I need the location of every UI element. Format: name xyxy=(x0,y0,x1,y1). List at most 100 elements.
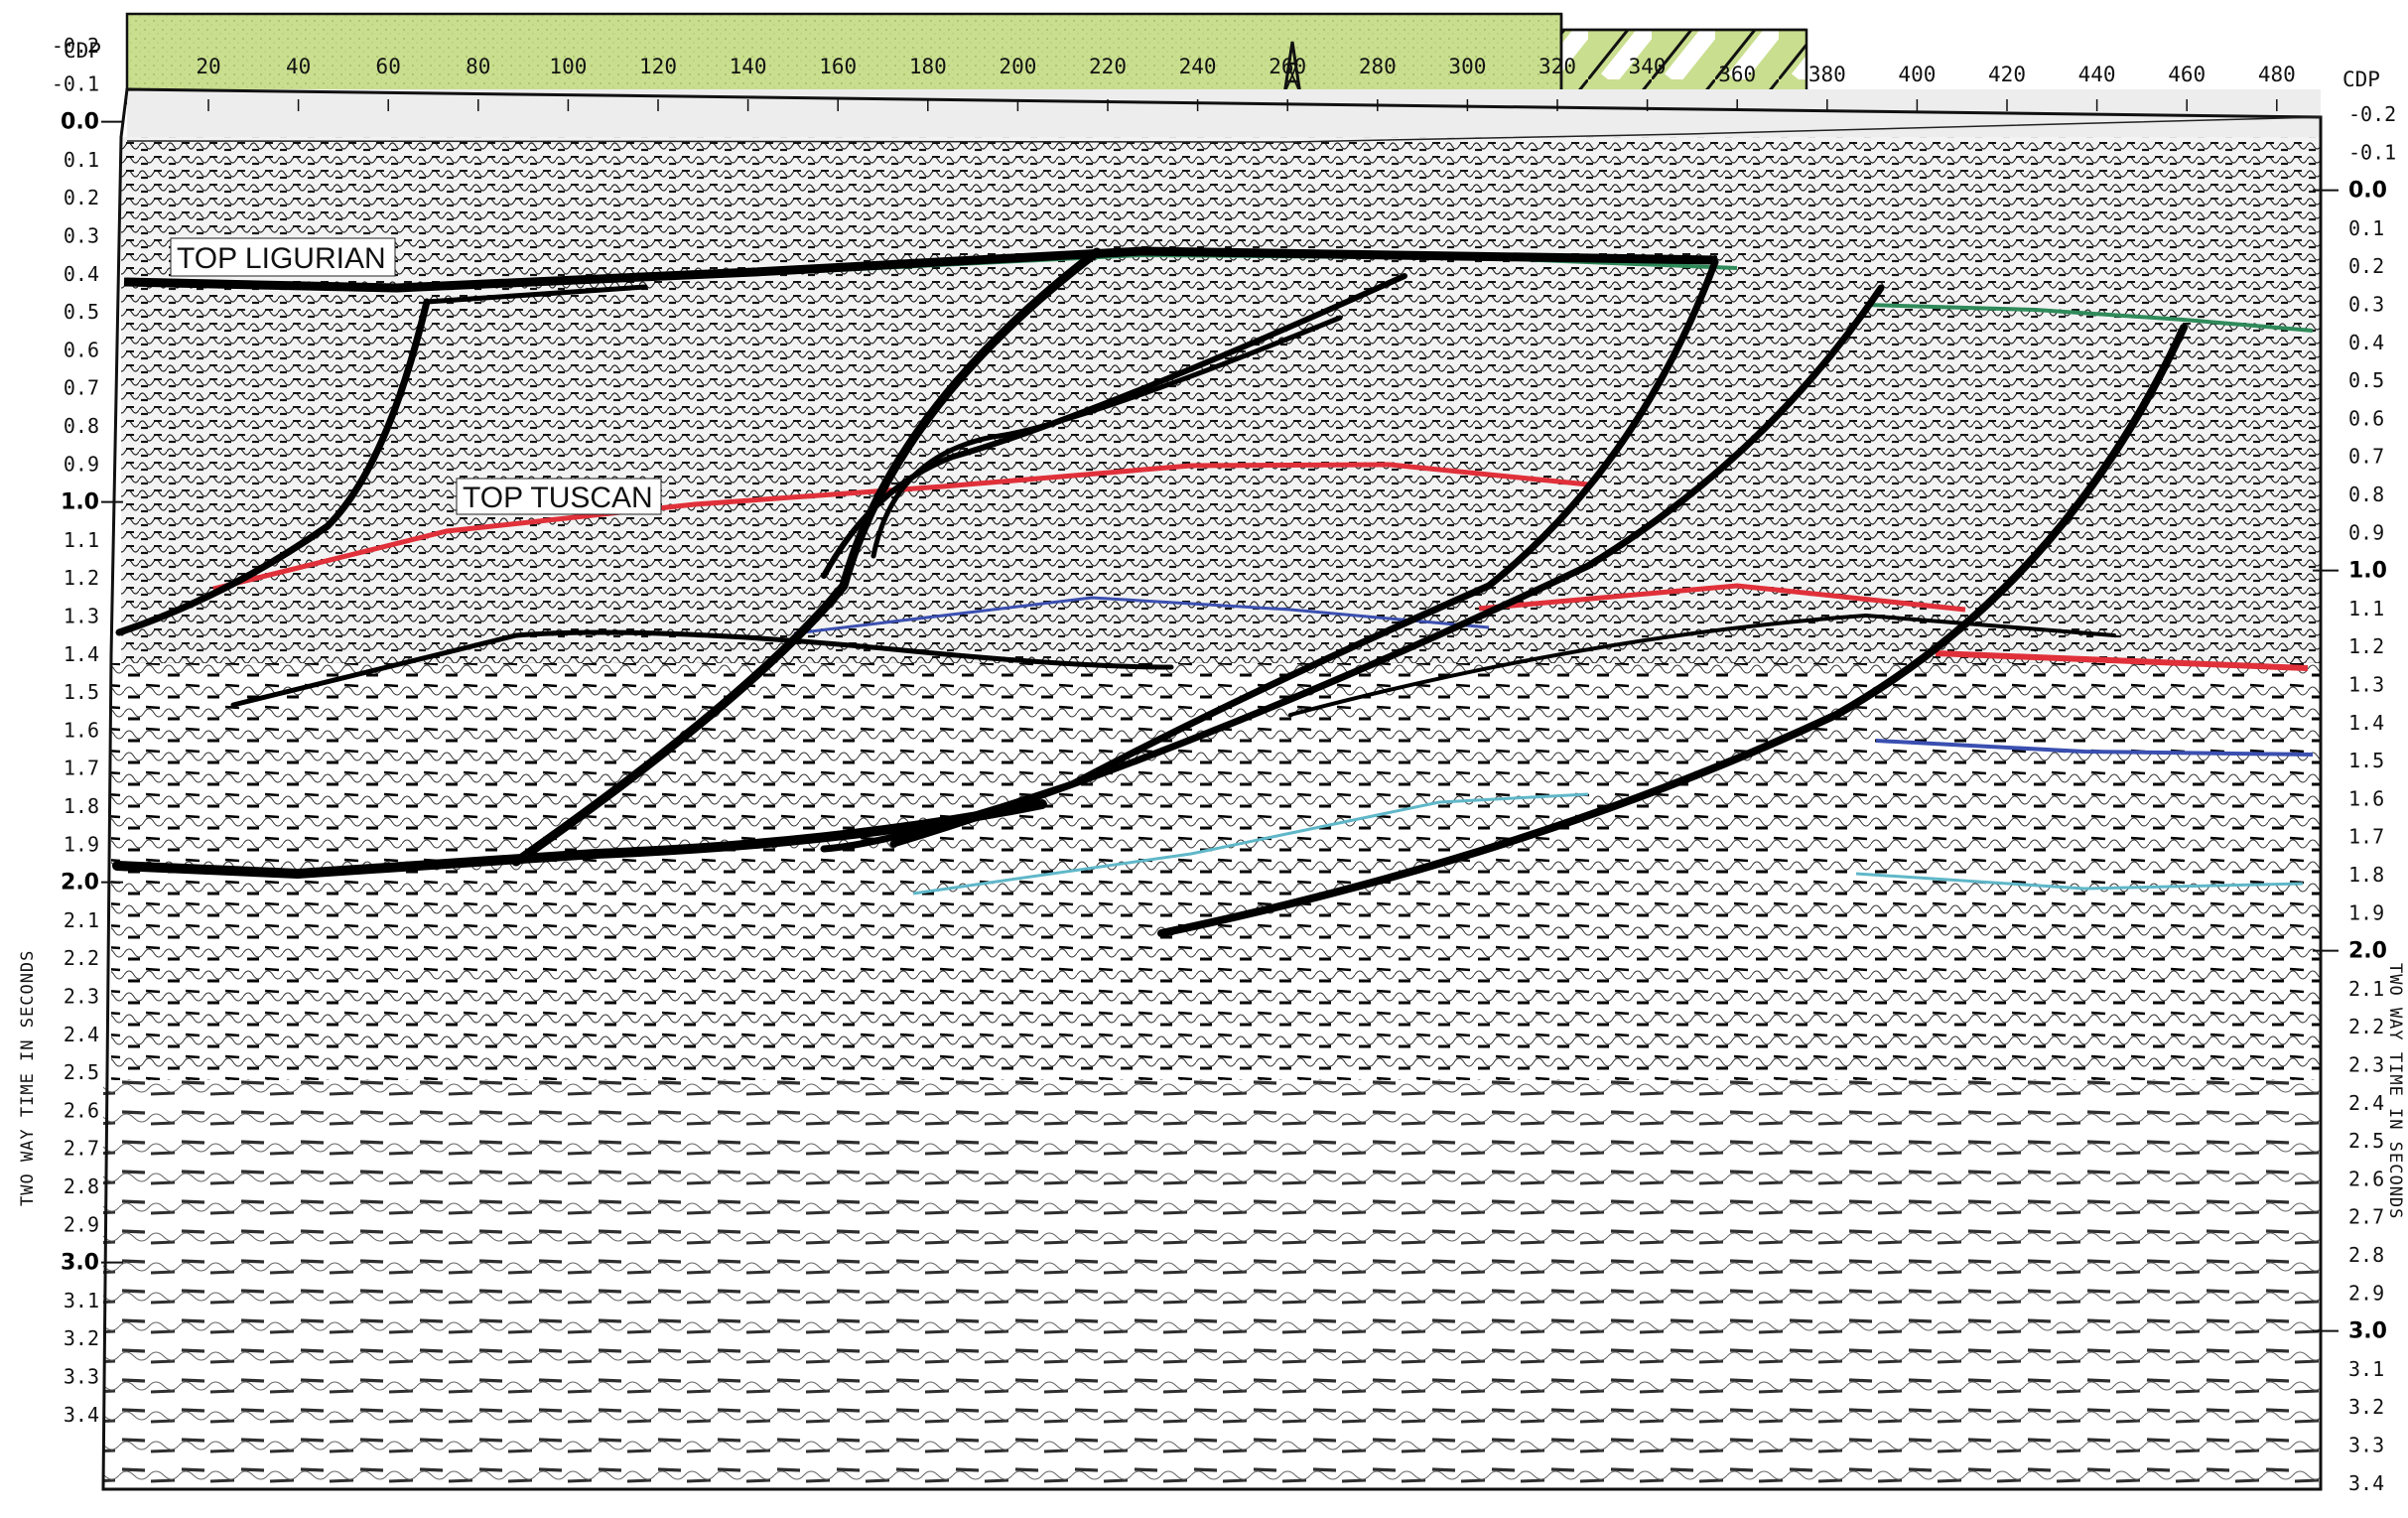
time-tick-label: 2.9 xyxy=(64,1212,99,1236)
label-bg-ligurian xyxy=(170,237,396,277)
time-tick-label: 0.9 xyxy=(64,452,99,476)
time-tick-label: 1.4 xyxy=(64,642,99,666)
time-tick-label: 0.8 xyxy=(64,414,99,438)
time-tick-label: 2.5 xyxy=(2348,1129,2384,1153)
fault-3b xyxy=(870,315,1343,559)
horizon-tuscan-far-east xyxy=(1935,650,2309,671)
time-tick-label: 2.3 xyxy=(64,985,99,1009)
time-tick-label: 0.7 xyxy=(64,376,99,400)
time-tick-label: 3.3 xyxy=(2348,1434,2384,1457)
time-tick-label: 2.2 xyxy=(64,946,99,970)
time-tick-label: 2.9 xyxy=(2348,1281,2384,1305)
time-tick-label: 0.1 xyxy=(2348,216,2384,240)
seismic-traces-deep xyxy=(103,1080,2321,1489)
fault-5 xyxy=(889,284,1885,848)
time-tick-label: 1.2 xyxy=(2348,634,2384,658)
label-top-tuscan: TOP TUSCAN xyxy=(463,482,653,514)
time-tick-label-major: 1.0 xyxy=(2348,559,2387,584)
cdp-tick-label: 220 xyxy=(1089,55,1127,78)
time-tick-label: 0.6 xyxy=(2348,406,2384,430)
time-tick-label: -0.1 xyxy=(2348,140,2396,164)
fault-connector-east xyxy=(1288,613,2116,717)
time-tick-label: -0.2 xyxy=(2348,102,2396,126)
horizon-deep-cyan-east xyxy=(1855,872,2304,891)
seismic-data-panel xyxy=(101,87,2323,1491)
fault-2 xyxy=(511,247,1102,867)
time-tick-label: 1.1 xyxy=(64,528,99,552)
cdp-tick-label: 320 xyxy=(1538,55,1576,78)
time-tick-label: 1.3 xyxy=(2348,673,2384,697)
cdp-tick-label: 60 xyxy=(376,55,401,78)
cdp-title-right: CDP xyxy=(2342,68,2380,91)
time-tick-label: 3.1 xyxy=(2348,1357,2384,1381)
pre-datum-strip xyxy=(127,89,2321,141)
time-tick-label: 1.4 xyxy=(2348,711,2384,735)
time-tick-label-major: 3.0 xyxy=(61,1251,99,1276)
time-tick-label: 2.4 xyxy=(2348,1091,2384,1115)
cdp-tick-label: 80 xyxy=(466,55,490,78)
cdp-tick-label: 20 xyxy=(196,55,220,78)
time-tick-label: 2.2 xyxy=(2348,1015,2384,1038)
cdp-tick-label: 420 xyxy=(1988,63,2026,86)
horizon-deep-cyan xyxy=(912,792,1589,896)
time-tick-label: 1.6 xyxy=(64,718,99,742)
time-tick-label-major: 2.0 xyxy=(2348,939,2387,964)
time-tick-label-major: 0.0 xyxy=(61,110,99,135)
cdp-tick-label: 380 xyxy=(1808,63,1846,86)
time-tick-label: 0.7 xyxy=(2348,445,2384,469)
time-tick-label: 0.1 xyxy=(64,148,99,172)
time-tick-label: 1.9 xyxy=(2348,900,2384,924)
cdp-tick-label: 100 xyxy=(549,55,587,78)
label-top-ligurian: TOP LIGURIAN xyxy=(177,242,386,275)
time-tick-label: 0.5 xyxy=(2348,368,2384,392)
time-tick-label: 2.3 xyxy=(2348,1053,2384,1077)
axis-title-right: TWO WAY TIME IN SECONDS xyxy=(2385,963,2405,1219)
cdp-tick-label: 440 xyxy=(2078,63,2116,86)
cdp-tick-label: 200 xyxy=(999,55,1036,78)
time-axis-right: -0.2 -0.1 0.0 0.1 0.2 0.3 0.4 0.5 0.6 0.7 0.8 0.9 1.… xyxy=(2313,102,2396,1495)
seismic-traces-mid xyxy=(111,663,2321,1080)
time-tick-label-major: 0.0 xyxy=(2348,179,2387,204)
time-tick-label: 2.4 xyxy=(64,1023,99,1046)
time-tick-label: 0.4 xyxy=(2348,331,2384,354)
time-tick-label: 2.7 xyxy=(2348,1205,2384,1229)
time-tick-label-major: 2.0 xyxy=(61,871,99,896)
cdp-tick-label: 120 xyxy=(639,55,677,78)
time-tick-label: 0.2 xyxy=(64,186,99,209)
time-tick-label: 1.2 xyxy=(64,566,99,590)
topography-line xyxy=(126,116,2322,143)
cdp-tick-label: 140 xyxy=(730,55,767,78)
horizon-labels: TOP LIGURIAN TOP TUSCAN xyxy=(170,237,662,515)
cdp-tick-label: 300 xyxy=(1448,55,1486,78)
time-tick-label: 2.6 xyxy=(2348,1167,2384,1190)
horizon-tuscan-east xyxy=(1478,583,1966,613)
cdp-tick-label: 360 xyxy=(1718,63,1756,86)
time-tick-label: 0.4 xyxy=(64,262,99,286)
fault-1 xyxy=(115,298,431,636)
time-tick-label: 0.2 xyxy=(2348,254,2384,278)
cdp-tick-label: 280 xyxy=(1359,55,1397,78)
land-bar-fill xyxy=(125,12,1563,105)
time-tick-label: 1.6 xyxy=(2348,786,2384,810)
cdp-axis: CDP CDP 20 40 60 80 100 120 140 160 180 200 220 240… xyxy=(64,39,2380,111)
time-axis-left: -0.2 -0.1 0.0 0.1 0.2 0.3 0.4 0.5 0.6 0.7 0.8 0.9 1.… xyxy=(52,34,123,1427)
time-tick-label: 1.3 xyxy=(64,605,99,628)
time-tick-label: 2.6 xyxy=(64,1098,99,1122)
cdp-tick-label: 180 xyxy=(909,55,947,78)
time-tick-label-major: 3.0 xyxy=(2348,1319,2387,1344)
seismic-traces-shallow xyxy=(121,137,2321,663)
faults xyxy=(112,247,2188,937)
time-tick-label: 0.9 xyxy=(2348,520,2384,544)
time-tick-label: 2.8 xyxy=(64,1174,99,1198)
cdp-tick-label: 240 xyxy=(1179,55,1217,78)
time-tick-label: 0.5 xyxy=(64,300,99,324)
time-tick-label: 1.7 xyxy=(64,757,99,780)
time-tick-label: 1.9 xyxy=(64,832,99,856)
time-tick-label: 3.2 xyxy=(64,1326,99,1350)
time-tick-label: 1.5 xyxy=(64,680,99,704)
time-tick-label: 3.4 xyxy=(2348,1471,2384,1495)
time-tick-label: 2.7 xyxy=(64,1137,99,1161)
cdp-tick-label: 160 xyxy=(819,55,857,78)
horizon-tuscan-west xyxy=(212,462,1589,592)
